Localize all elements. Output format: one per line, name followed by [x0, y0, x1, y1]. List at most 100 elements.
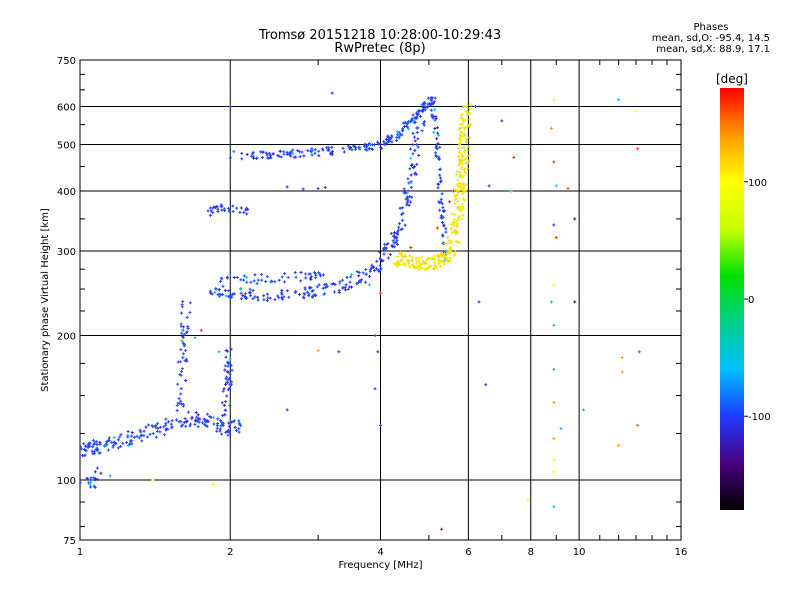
trace-point	[382, 252, 386, 256]
trace-point	[452, 252, 456, 256]
trace-point	[411, 264, 415, 268]
echo-point	[552, 458, 556, 462]
trace-point	[181, 328, 185, 332]
trace-point	[249, 154, 253, 158]
trace-point	[435, 137, 439, 141]
trace-point	[87, 481, 91, 485]
echo-point	[228, 105, 232, 109]
trace-point	[454, 239, 458, 243]
trace-point	[92, 484, 96, 488]
trace-point	[317, 149, 321, 153]
trace-point	[304, 276, 308, 280]
trace-point	[403, 191, 407, 195]
trace-point	[378, 264, 382, 268]
y-axis-label: Stationary phase Virtual Height [km]	[40, 208, 51, 392]
trace-point	[416, 137, 420, 141]
trace-point	[266, 156, 270, 160]
trace-point	[311, 289, 315, 293]
echo-point	[193, 336, 197, 340]
trace-point	[433, 118, 437, 122]
trace-point	[457, 127, 461, 131]
trace-point	[239, 297, 243, 301]
trace-point	[413, 135, 417, 139]
trace-point	[204, 420, 208, 424]
trace-point	[88, 441, 92, 445]
trace-point	[182, 343, 186, 347]
trace-point	[179, 387, 183, 391]
trace-point	[196, 413, 200, 417]
trace-point	[296, 149, 300, 153]
trace-point	[468, 106, 472, 110]
y-tick-label: 75	[63, 536, 76, 547]
y-tick-label: 500	[57, 141, 76, 152]
trace-point	[430, 255, 434, 259]
trace-point	[423, 260, 427, 264]
trace-point	[280, 296, 284, 300]
trace-point	[434, 154, 438, 158]
trace-point	[406, 259, 410, 263]
trace-point	[245, 206, 249, 210]
trace-point	[92, 476, 96, 480]
trace-point	[239, 278, 243, 282]
trace-point	[222, 387, 226, 391]
trace-point	[294, 289, 298, 293]
y-tick-label: 600	[57, 103, 76, 114]
trace-point	[350, 148, 354, 152]
trace-point	[224, 377, 228, 381]
echo-point	[239, 287, 243, 291]
trace-point	[277, 296, 281, 300]
trace-point	[415, 266, 419, 270]
trace-point	[244, 208, 248, 212]
trace-point	[409, 181, 413, 185]
trace-point	[394, 240, 398, 244]
trace-point	[375, 140, 379, 144]
trace-point	[209, 291, 213, 295]
trace-point	[406, 261, 410, 265]
trace-point	[182, 332, 186, 336]
trace-point	[467, 145, 471, 149]
echo-point	[637, 350, 641, 354]
colorbar-tick-label: 100	[748, 178, 767, 189]
trace-point	[346, 287, 350, 291]
trace-point	[417, 153, 421, 157]
trace-point	[411, 131, 415, 135]
trace-point	[150, 424, 154, 428]
trace-point	[431, 116, 435, 120]
trace-point	[232, 276, 236, 280]
trace-point	[395, 139, 399, 143]
trace-point	[395, 238, 399, 242]
trace-point	[142, 429, 146, 433]
trace-point	[456, 199, 460, 203]
trace-point	[422, 102, 426, 106]
trace-point	[237, 422, 241, 426]
trace-point	[448, 245, 452, 249]
trace-point	[137, 436, 141, 440]
trace-point	[424, 258, 428, 262]
trace-point	[438, 173, 442, 177]
trace-point	[94, 440, 98, 444]
trace-point	[283, 272, 287, 276]
trace-point	[418, 114, 422, 118]
trace-point	[423, 120, 427, 124]
trace-point	[116, 446, 120, 450]
trace-point	[262, 294, 266, 298]
echo-point	[199, 328, 203, 332]
trace-point	[248, 287, 252, 291]
trace-point	[228, 372, 232, 376]
trace-point	[225, 394, 229, 398]
trace-point	[396, 230, 400, 234]
trace-point	[104, 444, 108, 448]
trace-point	[98, 442, 102, 446]
trace-point	[458, 175, 462, 179]
echo-point	[126, 444, 130, 448]
trace-point	[463, 170, 467, 174]
echo-point	[373, 334, 377, 338]
trace-point	[355, 270, 359, 274]
trace-point	[420, 129, 424, 133]
trace-point	[458, 181, 462, 185]
trace-point	[132, 435, 136, 439]
trace-point	[382, 140, 386, 144]
trace-point	[222, 403, 226, 407]
trace-point	[415, 259, 419, 263]
trace-point	[427, 265, 431, 269]
